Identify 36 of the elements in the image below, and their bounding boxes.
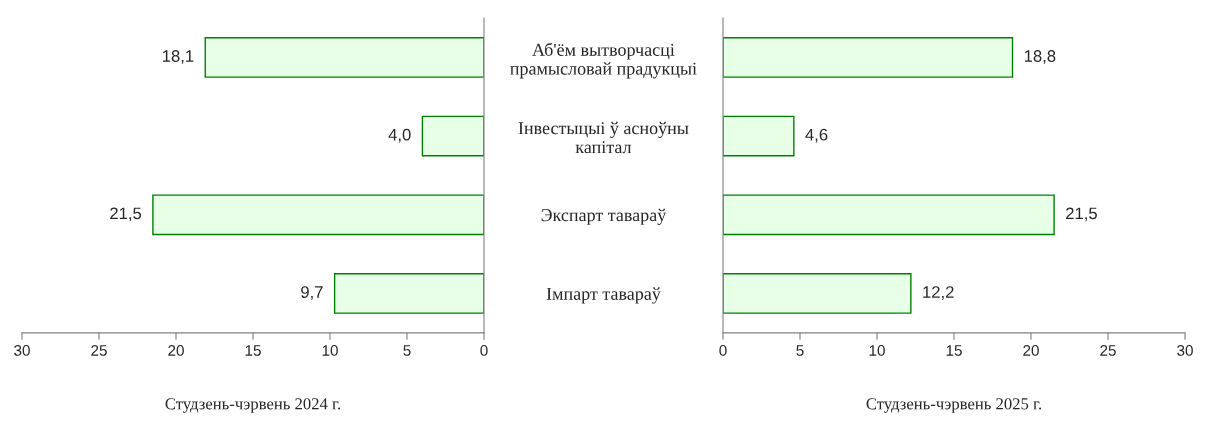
- data-label: 18,8: [1024, 50, 1056, 64]
- x-tick-label: 30: [14, 345, 30, 356]
- x-tick-label: 10: [869, 345, 885, 356]
- x-tick-label: 5: [403, 345, 411, 356]
- x-tick-label: 5: [796, 345, 804, 356]
- x-tick-label: 30: [1177, 345, 1193, 356]
- x-tick-label: 25: [1100, 345, 1116, 356]
- y-tick-label: Экспарт тавараў: [541, 208, 667, 225]
- x-tick-label: 15: [946, 345, 962, 356]
- x-tick-label: 25: [91, 345, 107, 356]
- bar: [723, 194, 1055, 236]
- bar: [723, 37, 1014, 78]
- x-tick-label: 10: [322, 345, 338, 356]
- data-label: 21,5: [110, 207, 142, 222]
- bar: [723, 273, 912, 314]
- x-axis-title: Студзень-чэрвень 2025 г.: [866, 398, 1042, 413]
- data-label: 21,5: [1066, 207, 1097, 222]
- data-label: 18,1: [162, 50, 194, 64]
- bar: [204, 37, 484, 78]
- y-tick-label: Імпарт тавараў: [546, 287, 661, 304]
- bar: [333, 273, 484, 314]
- bar: [152, 194, 484, 236]
- x-tick-label: 0: [480, 345, 488, 356]
- data-label: 4,6: [805, 128, 828, 143]
- data-label: 12,2: [923, 286, 954, 300]
- bar: [421, 115, 484, 157]
- bar: [723, 115, 795, 157]
- x-tick-label: 20: [1023, 345, 1039, 356]
- x-tick-label: 0: [719, 345, 727, 356]
- data-label: 9,7: [301, 286, 323, 300]
- x-axis-title: Студзень-чэрвень 2024 г.: [165, 398, 341, 413]
- y-tick-label: Інвестыцыі ў асноўны капітал: [518, 121, 689, 154]
- x-tick-label: 20: [168, 345, 184, 356]
- data-label: 4,0: [388, 128, 411, 143]
- y-tick-label: Аб'ём вытворчасці прамысловай прадукцыі: [510, 42, 697, 79]
- x-tick-label: 15: [245, 345, 261, 356]
